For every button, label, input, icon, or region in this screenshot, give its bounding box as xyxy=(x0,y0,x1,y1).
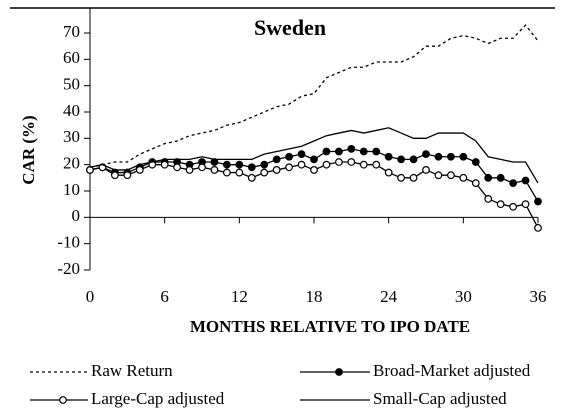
legend-label: Large-Cap adjusted xyxy=(91,389,225,408)
y-axis-label: CAR (%) xyxy=(19,115,38,184)
marker xyxy=(446,171,455,180)
marker xyxy=(260,160,269,169)
x-tick-label: 24 xyxy=(380,287,398,306)
marker xyxy=(409,173,418,182)
marker xyxy=(210,166,219,174)
marker xyxy=(471,158,480,166)
chart-title: Sweden xyxy=(254,15,326,40)
x-axis-label: MONTHS RELATIVE TO IPO DATE xyxy=(190,317,470,336)
marker xyxy=(434,152,443,161)
marker xyxy=(521,176,530,185)
marker xyxy=(185,166,194,174)
x-tick-label: 18 xyxy=(306,287,323,306)
marker xyxy=(123,171,132,180)
marker xyxy=(260,168,269,177)
marker xyxy=(210,158,219,166)
y-tick-label: 60 xyxy=(63,48,80,67)
marker xyxy=(347,144,356,153)
legend-label: Small-Cap adjusted xyxy=(373,389,507,408)
marker xyxy=(297,150,306,159)
marker xyxy=(272,155,281,164)
marker xyxy=(198,163,206,172)
marker xyxy=(310,166,318,174)
marker xyxy=(135,166,144,174)
marker xyxy=(372,160,381,169)
marker xyxy=(334,158,343,166)
marker xyxy=(335,368,343,376)
marker xyxy=(521,200,530,209)
marker xyxy=(496,173,505,182)
marker xyxy=(484,173,493,182)
y-tick-label: 20 xyxy=(63,154,80,173)
marker xyxy=(173,163,182,172)
series-line xyxy=(89,127,539,184)
marker xyxy=(446,152,455,161)
marker xyxy=(534,223,542,232)
y-tick-label: -20 xyxy=(57,259,80,278)
y-tick-label: 10 xyxy=(63,180,80,199)
legend-label: Raw Return xyxy=(91,361,173,380)
x-tick-label: 0 xyxy=(86,287,95,306)
marker xyxy=(285,152,294,161)
marker xyxy=(285,163,294,172)
marker xyxy=(222,160,231,169)
marker xyxy=(310,155,318,164)
y-tick-label: 40 xyxy=(63,101,80,120)
marker xyxy=(471,179,480,188)
x-tick-label: 6 xyxy=(160,287,169,306)
marker xyxy=(509,202,518,211)
marker xyxy=(59,396,67,404)
marker xyxy=(86,166,94,174)
marker xyxy=(160,160,169,169)
marker xyxy=(322,147,331,156)
marker xyxy=(509,179,518,188)
x-tick-label: 12 xyxy=(231,287,248,306)
x-tick-label: 36 xyxy=(530,287,547,306)
marker xyxy=(422,166,430,174)
marker xyxy=(384,168,393,177)
legend-label: Broad-Market adjusted xyxy=(373,361,531,380)
marker xyxy=(359,147,368,156)
marker xyxy=(222,168,231,177)
marker xyxy=(397,173,406,182)
marker xyxy=(110,171,119,180)
marker xyxy=(347,158,356,166)
marker xyxy=(459,152,468,161)
y-tick-label: 0 xyxy=(72,206,81,225)
y-tick-label: 30 xyxy=(63,127,80,146)
marker xyxy=(397,155,406,164)
marker xyxy=(334,147,343,156)
marker xyxy=(409,155,418,164)
marker xyxy=(496,200,505,209)
series-line xyxy=(89,24,539,168)
marker xyxy=(434,171,443,180)
y-tick-label: 50 xyxy=(63,75,80,94)
marker xyxy=(422,150,430,159)
marker xyxy=(534,197,542,206)
marker xyxy=(322,160,331,169)
x-tick-label: 30 xyxy=(455,287,472,306)
marker xyxy=(297,160,306,169)
marker xyxy=(272,166,281,174)
y-tick-label: -10 xyxy=(57,233,80,252)
marker xyxy=(247,173,256,182)
y-tick-label: 70 xyxy=(63,22,80,41)
marker xyxy=(384,152,393,161)
marker xyxy=(235,160,244,169)
marker xyxy=(459,173,468,182)
marker xyxy=(372,147,381,156)
marker xyxy=(359,160,368,169)
marker xyxy=(235,168,244,177)
marker xyxy=(484,194,493,203)
marker xyxy=(247,163,256,172)
